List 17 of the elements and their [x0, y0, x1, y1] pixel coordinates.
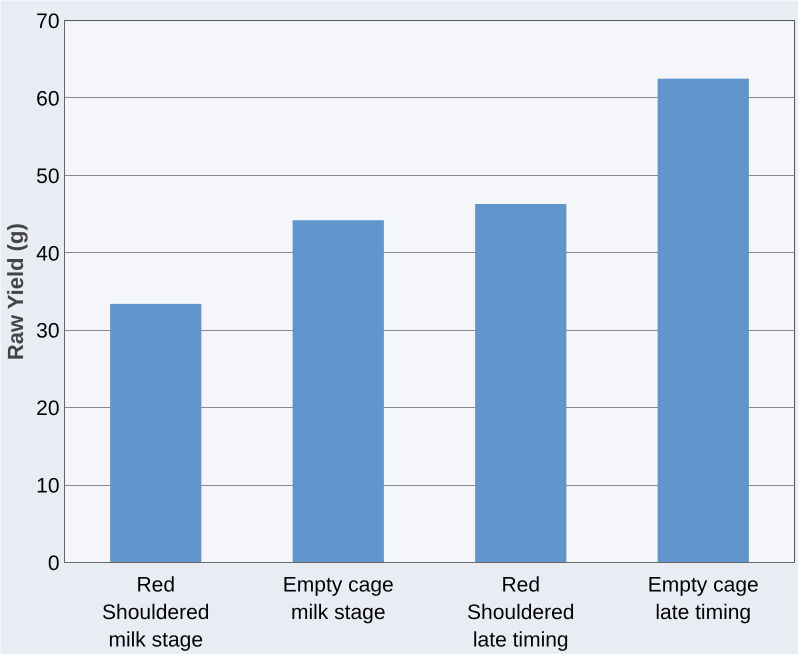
- bar: [292, 220, 384, 562]
- x-tick-label: Red Shouldered late timing: [467, 574, 574, 652]
- y-tick-label: 50: [36, 164, 60, 188]
- bar: [110, 304, 202, 562]
- y-tick-label: 20: [36, 397, 60, 420]
- x-tick-label: Empty cage late timing: [648, 574, 759, 624]
- y-tick-label: 30: [36, 320, 60, 343]
- y-tick-label: 0: [48, 552, 60, 575]
- y-tick-label: 60: [36, 87, 60, 110]
- y-tick-label: 10: [36, 474, 60, 498]
- y-axis-title: Raw Yield (g): [3, 223, 28, 360]
- bar: [475, 204, 566, 562]
- x-tick-label: Red Shouldered milk stage: [102, 574, 210, 652]
- x-tick-label: Empty cage milk stage: [282, 574, 394, 624]
- bar: [658, 78, 749, 562]
- y-tick-label: 40: [36, 242, 60, 266]
- y-tick-label: 70: [36, 10, 60, 33]
